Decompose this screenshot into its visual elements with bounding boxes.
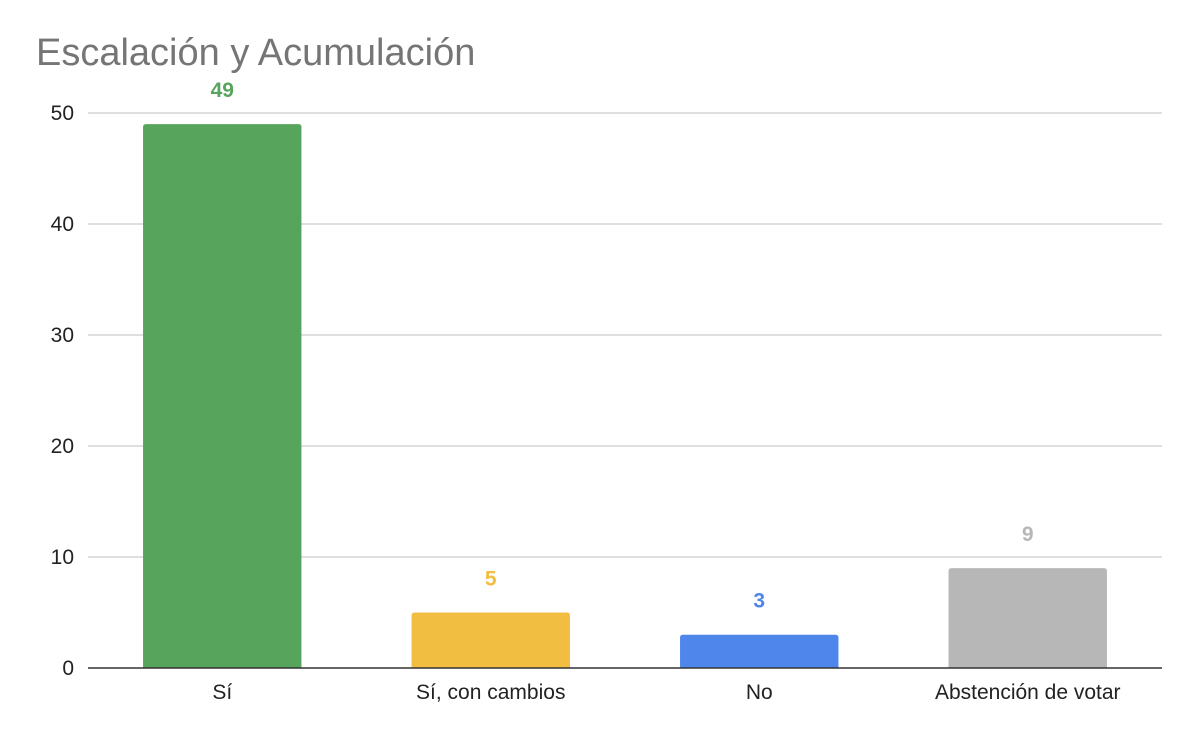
bar	[948, 568, 1107, 668]
y-axis-ticks: 0 10 20 30 40 50	[51, 102, 74, 680]
data-label: 49	[211, 79, 234, 102]
y-tick-label: 20	[51, 435, 74, 458]
bar	[143, 124, 302, 669]
x-category-label: Sí, con cambios	[416, 681, 565, 704]
x-category-label: No	[746, 681, 773, 704]
data-labels: 49 5 3 9	[211, 79, 1034, 613]
x-axis-categories: Sí Sí, con cambios No Abstención de votar	[212, 681, 1120, 704]
bar	[411, 612, 570, 668]
data-label: 9	[1022, 523, 1034, 546]
bar	[680, 634, 839, 668]
data-label: 3	[753, 590, 765, 613]
data-label: 5	[485, 568, 497, 591]
y-tick-label: 30	[51, 324, 74, 347]
y-tick-label: 50	[51, 102, 74, 125]
y-tick-label: 0	[62, 657, 74, 680]
x-category-label: Sí	[212, 681, 232, 704]
bars	[143, 124, 1107, 669]
y-tick-label: 40	[51, 213, 74, 236]
x-category-label: Abstención de votar	[935, 681, 1121, 704]
y-tick-label: 10	[51, 546, 74, 569]
chart-title: Escalación y Acumulación	[36, 32, 476, 74]
